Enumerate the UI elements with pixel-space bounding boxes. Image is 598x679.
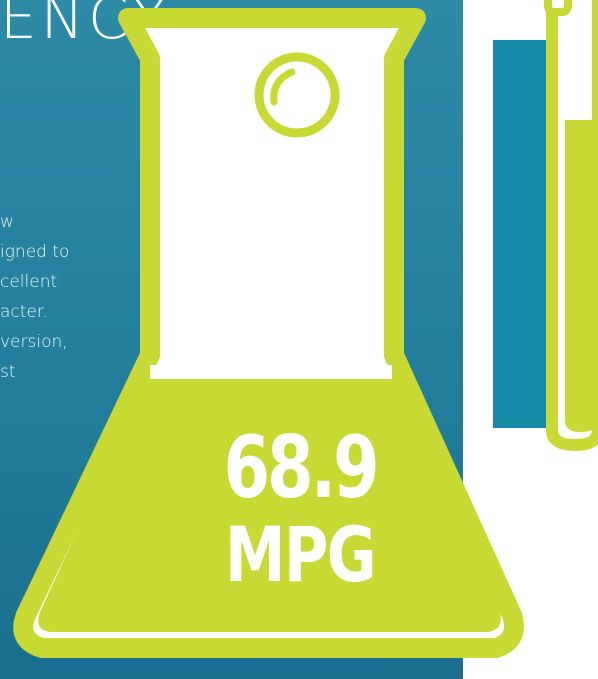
description-line: w: [0, 212, 14, 232]
description-line: version,: [0, 332, 68, 352]
description-line: cellent: [0, 272, 58, 292]
mpg-value: 68.9: [223, 418, 379, 518]
flask-icon: [13, 8, 524, 658]
description-line: st: [0, 362, 16, 382]
description-line: igned to: [0, 242, 70, 262]
right-lower-panel: [522, 460, 598, 679]
description-line: acter.: [0, 302, 48, 322]
bubble-icon: [254, 52, 340, 138]
test-tube-icon: [544, 0, 598, 452]
mpg-unit: MPG: [224, 510, 377, 599]
description-text: w igned to cellent acter. version, st: [0, 207, 120, 387]
